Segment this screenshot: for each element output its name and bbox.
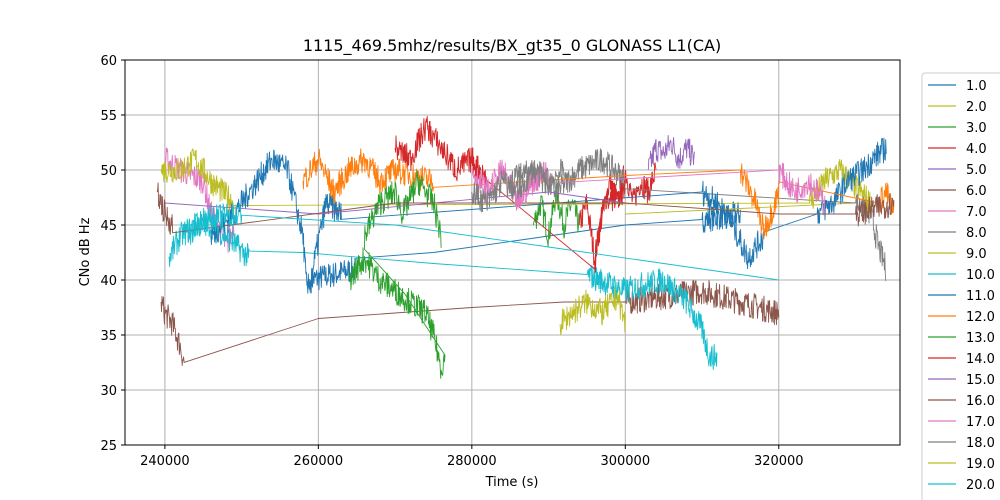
chart-title: 1115_469.5mhz/results/BX_gt35_0 GLONASS … — [303, 36, 721, 56]
legend-label: 14.0 — [966, 352, 995, 367]
legend-label: 9.0 — [966, 247, 987, 262]
series-line-2-0 — [625, 202, 856, 215]
series-line-12-0 — [302, 148, 895, 240]
series-line-20-0 — [187, 202, 779, 281]
y-tick-label: 35 — [100, 329, 117, 344]
y-tick-label: 60 — [100, 54, 117, 69]
legend-label: 16.0 — [966, 394, 995, 409]
legend-label: 19.0 — [966, 457, 995, 472]
series-line-19-0 — [559, 286, 626, 336]
legend-label: 13.0 — [966, 331, 995, 346]
legend-label: 17.0 — [966, 415, 995, 430]
legend-label: 5.0 — [966, 163, 987, 178]
y-tick-label: 40 — [100, 274, 117, 289]
legend-label: 20.0 — [966, 478, 995, 493]
legend: 1.0 2.0 3.0 4.0 5.0 6.0 7.0 8.0 9.0 10.0 11.0 12.0 1… — [921, 72, 1000, 500]
series-line-16-0 — [156, 182, 895, 235]
y-tick-label: 25 — [100, 439, 117, 454]
y-axis-ticks: 25 30 35 40 45 50 55 60 — [100, 54, 125, 454]
legend-box — [921, 72, 1000, 500]
y-tick-label: 30 — [100, 384, 117, 399]
series-line-7-0 — [164, 147, 235, 253]
legend-label: 11.0 — [966, 289, 995, 304]
series-line-17-0 — [471, 159, 826, 214]
x-tick-label: 240000 — [140, 454, 190, 469]
legend-label: 3.0 — [966, 121, 987, 136]
x-tick-label: 320000 — [754, 454, 804, 469]
legend-label: 1.0 — [966, 79, 987, 94]
series-line-13-0 — [348, 170, 446, 379]
legend-label: 15.0 — [966, 373, 995, 388]
series-layer — [156, 115, 895, 379]
y-tick-label: 45 — [100, 219, 117, 234]
series-line-11-0 — [210, 137, 887, 294]
legend-label: 4.0 — [966, 142, 987, 157]
x-axis-ticks: 240000 260000 280000 300000 320000 — [140, 445, 804, 469]
y-tick-label: 50 — [100, 164, 117, 179]
x-axis-label: Time (s) — [485, 475, 539, 490]
plot-frame — [124, 59, 901, 446]
legend-label: 18.0 — [966, 436, 995, 451]
series-line-14-0 — [394, 115, 626, 273]
legend-label: 12.0 — [966, 310, 995, 325]
legend-label: 6.0 — [966, 184, 987, 199]
x-tick-label: 300000 — [600, 454, 650, 469]
legend-label: 7.0 — [966, 205, 987, 220]
y-axis-label: CNo dB Hz — [78, 217, 93, 286]
legend-label: 8.0 — [966, 226, 987, 241]
legend-label: 2.0 — [966, 100, 987, 115]
series-line-5-0 — [647, 135, 695, 171]
series-line-6-0 — [160, 279, 780, 366]
x-tick-label: 280000 — [447, 454, 497, 469]
y-tick-label: 55 — [100, 109, 117, 124]
legend-label: 10.0 — [966, 268, 995, 283]
series-line-18-0 — [471, 158, 565, 213]
x-tick-label: 260000 — [294, 454, 344, 469]
